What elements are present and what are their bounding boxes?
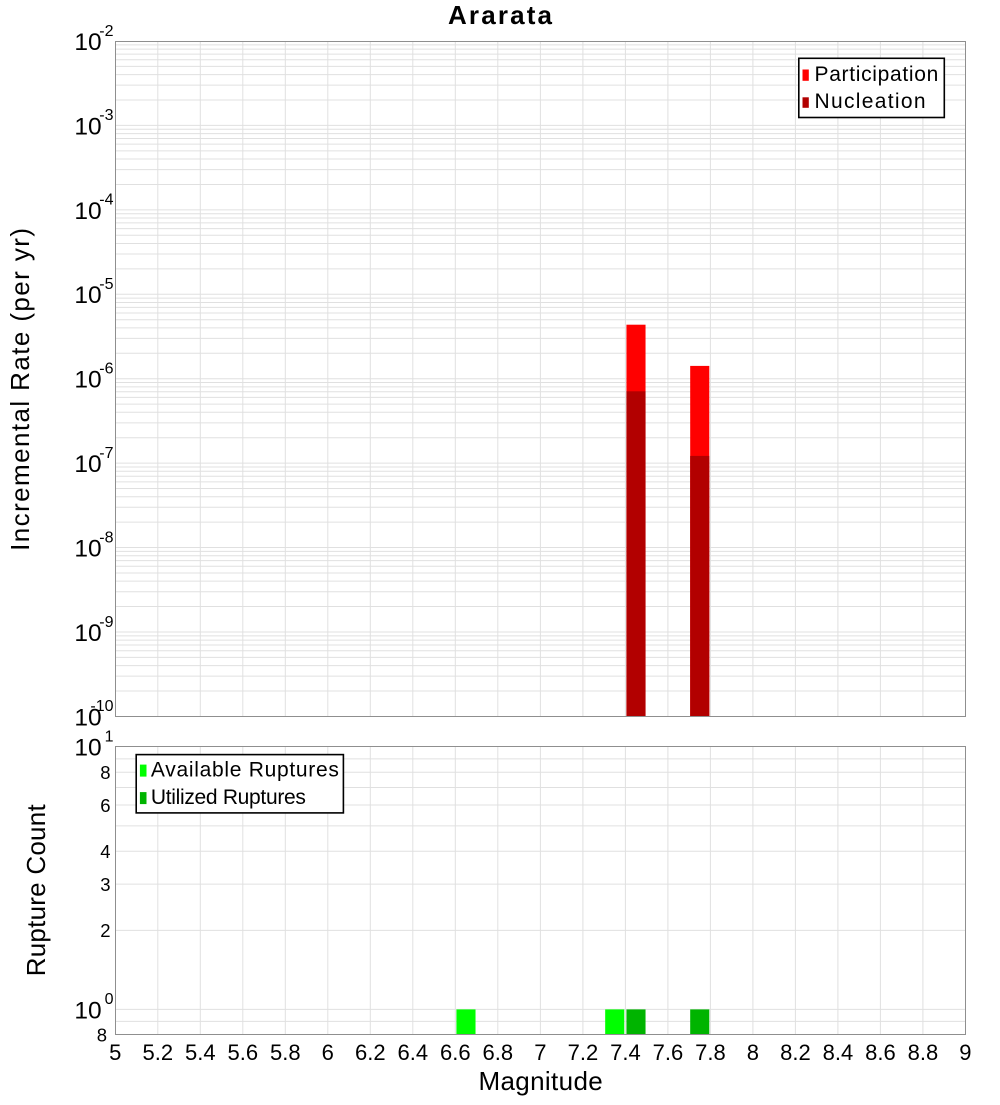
svg-text:10: 10 [74, 997, 101, 1024]
svg-text:10: 10 [74, 735, 101, 762]
svg-text:-2: -2 [99, 23, 113, 40]
svg-text:10: 10 [74, 29, 101, 56]
svg-text:9: 9 [959, 1040, 971, 1065]
svg-text:6.4: 6.4 [398, 1040, 429, 1065]
svg-text:Ararata: Ararata [448, 0, 553, 30]
svg-text:Nucleation: Nucleation [815, 90, 926, 113]
svg-text:6.8: 6.8 [483, 1040, 514, 1065]
svg-text:Incremental Rate (per yr): Incremental Rate (per yr) [5, 228, 35, 551]
svg-text:8.6: 8.6 [865, 1040, 896, 1065]
svg-text:Magnitude: Magnitude [478, 1066, 602, 1096]
svg-text:7.6: 7.6 [653, 1040, 684, 1065]
svg-text:6.2: 6.2 [355, 1040, 386, 1065]
svg-text:10: 10 [74, 620, 101, 647]
svg-text:Available Ruptures: Available Ruptures [151, 759, 339, 782]
svg-text:-6: -6 [99, 361, 113, 378]
svg-text:Utilized Ruptures: Utilized Ruptures [151, 786, 306, 809]
svg-text:6: 6 [100, 795, 110, 816]
svg-text:5.8: 5.8 [270, 1040, 301, 1065]
svg-text:8.2: 8.2 [780, 1040, 811, 1065]
svg-text:6.6: 6.6 [440, 1040, 471, 1065]
svg-text:8: 8 [97, 1025, 107, 1046]
svg-text:7: 7 [534, 1040, 546, 1065]
svg-text:8: 8 [100, 762, 110, 783]
svg-text:-10: -10 [90, 698, 113, 715]
svg-text:Rupture Count: Rupture Count [21, 804, 51, 977]
svg-text:8.8: 8.8 [908, 1040, 939, 1065]
svg-text:Participation: Participation [815, 63, 939, 86]
svg-text:5: 5 [109, 1040, 121, 1065]
svg-text:8.4: 8.4 [823, 1040, 854, 1065]
svg-text:5.2: 5.2 [143, 1040, 174, 1065]
svg-text:-9: -9 [99, 614, 113, 631]
svg-text:10: 10 [74, 704, 101, 731]
svg-text:0: 0 [105, 991, 114, 1008]
svg-text:1: 1 [105, 729, 114, 746]
svg-text:10: 10 [74, 535, 101, 562]
svg-text:-7: -7 [99, 445, 113, 462]
svg-text:-8: -8 [99, 529, 113, 546]
svg-text:3: 3 [100, 874, 110, 895]
svg-text:10: 10 [74, 113, 101, 140]
svg-text:10: 10 [74, 282, 101, 309]
svg-text:7.4: 7.4 [610, 1040, 641, 1065]
svg-text:7.8: 7.8 [695, 1040, 726, 1065]
svg-text:10: 10 [74, 198, 101, 225]
svg-text:10: 10 [74, 451, 101, 478]
svg-text:7.2: 7.2 [568, 1040, 599, 1065]
svg-text:-5: -5 [99, 276, 113, 293]
svg-text:-4: -4 [99, 192, 113, 209]
svg-text:5.6: 5.6 [228, 1040, 259, 1065]
svg-text:-3: -3 [99, 107, 113, 124]
svg-text:2: 2 [100, 920, 110, 941]
svg-text:4: 4 [100, 841, 110, 862]
svg-text:5.4: 5.4 [185, 1040, 216, 1065]
svg-text:10: 10 [74, 367, 101, 394]
svg-text:6: 6 [322, 1040, 334, 1065]
svg-text:8: 8 [747, 1040, 759, 1065]
